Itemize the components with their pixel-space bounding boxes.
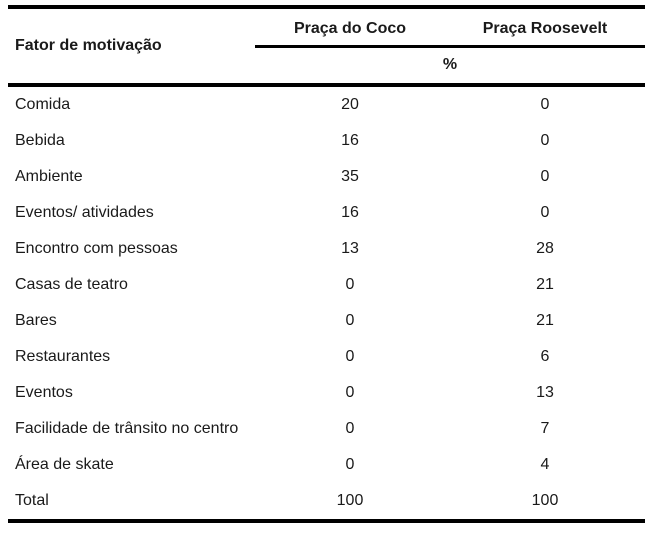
row-label: Restaurantes xyxy=(15,348,111,365)
row-label: Bares xyxy=(15,312,57,329)
table-row: Restaurantes 0 6 xyxy=(8,339,645,375)
cell-praca-do-coco-value: 20 xyxy=(341,96,359,113)
cell-praca-roosevelt-value: 7 xyxy=(540,420,550,437)
row-label: Bebida xyxy=(15,132,65,149)
column-header-praca-roosevelt: Praça Roosevelt xyxy=(445,7,645,48)
row-label: Comida xyxy=(15,96,71,113)
table-row: Comida 20 0 xyxy=(8,85,645,123)
table-row: Encontro com pessoas 13 28 xyxy=(8,231,645,267)
cell-praca-roosevelt-value: 21 xyxy=(536,312,554,329)
table-row: Área de skate 0 4 xyxy=(8,447,645,483)
row-label: Eventos xyxy=(15,384,73,401)
cell-praca-do-coco-value: 0 xyxy=(345,420,355,437)
cell-praca-roosevelt-value: 0 xyxy=(540,168,550,185)
table-header-row-unit: % xyxy=(8,46,645,87)
table-row: Ambiente 35 0 xyxy=(8,159,645,195)
cell-praca-do-coco-value: 0 xyxy=(345,384,355,401)
cell-praca-roosevelt-value: 0 xyxy=(540,96,550,113)
table-row: Eventos 0 13 xyxy=(8,375,645,411)
cell-praca-roosevelt-value: 13 xyxy=(536,384,554,401)
table-row: Bebida 16 0 xyxy=(8,123,645,159)
cell-praca-roosevelt-value: 0 xyxy=(540,132,550,149)
table-row: Casas de teatro 0 21 xyxy=(8,267,645,303)
row-label: Área de skate xyxy=(15,456,114,473)
cell-praca-do-coco-value: 0 xyxy=(345,456,355,473)
row-label: Ambiente xyxy=(15,168,83,185)
cell-praca-do-coco-value: 0 xyxy=(345,276,355,293)
table-header-row-places: Fator de motivação Praça do Coco Praça R… xyxy=(8,7,645,87)
column-header-praca-do-coco: Praça do Coco xyxy=(255,7,445,48)
cell-praca-do-coco-value: 16 xyxy=(341,204,359,221)
table-row: Total 100 100 xyxy=(8,483,645,521)
motivation-factors-table: Fator de motivação Praça do Coco Praça R… xyxy=(8,5,645,523)
cell-praca-roosevelt-value: 0 xyxy=(540,204,550,221)
row-label: Total xyxy=(15,492,49,509)
table-header: Fator de motivação Praça do Coco Praça R… xyxy=(8,7,645,87)
cell-praca-roosevelt-value: 6 xyxy=(540,348,550,365)
table-body: Comida 20 0 Bebida 16 0 Ambiente 35 0 Ev… xyxy=(8,85,645,521)
cell-praca-roosevelt-value: 4 xyxy=(540,456,550,473)
table-row: Bares 0 21 xyxy=(8,303,645,339)
table-row: Eventos/ atividades 16 0 xyxy=(8,195,645,231)
row-label: Facilidade de trânsito no centro xyxy=(15,420,239,437)
cell-praca-do-coco-value: 16 xyxy=(341,132,359,149)
table-row: Facilidade de trânsito no centro 0 7 xyxy=(8,411,645,447)
cell-praca-do-coco-value: 100 xyxy=(336,492,364,509)
cell-praca-roosevelt-value: 28 xyxy=(536,240,554,257)
column-header-fator-de-motivacao: Fator de motivação xyxy=(8,7,255,87)
cell-praca-roosevelt-value: 21 xyxy=(536,276,554,293)
row-label: Casas de teatro xyxy=(15,276,128,293)
cell-praca-do-coco-value: 0 xyxy=(345,348,355,365)
row-label: Encontro com pessoas xyxy=(15,240,178,257)
cell-praca-do-coco-value: 0 xyxy=(345,312,355,329)
row-label: Eventos/ atividades xyxy=(15,204,154,221)
cell-praca-do-coco-value: 13 xyxy=(341,240,359,257)
unit-header-percent: % xyxy=(255,46,645,87)
cell-praca-do-coco-value: 35 xyxy=(341,168,359,185)
cell-praca-roosevelt-value: 100 xyxy=(531,492,559,509)
